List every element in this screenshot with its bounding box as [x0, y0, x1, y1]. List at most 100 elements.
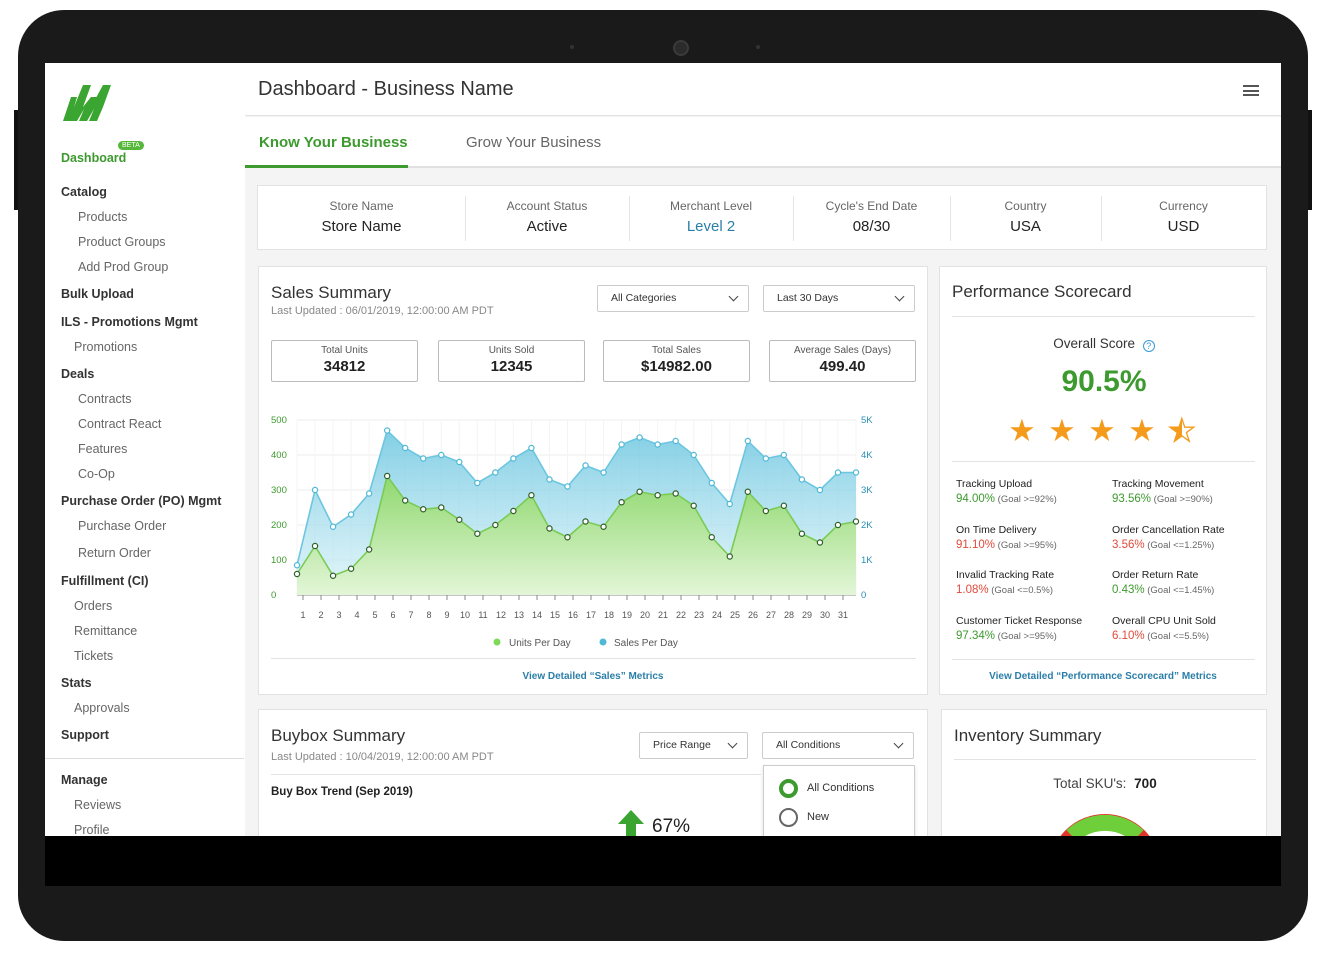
series-area: [297, 476, 856, 595]
data-point: [798, 530, 806, 537]
view-scorecard-metrics-link[interactable]: View Detailed “Performance Scorecard” Me…: [989, 671, 1217, 682]
scorecard-metric: Tracking Movement 93.56% (Goal >=90%): [1112, 478, 1213, 505]
screen-bezel: [45, 836, 1281, 886]
chevron-down-icon: [727, 738, 738, 749]
price-range-select[interactable]: Price Range: [639, 732, 748, 759]
sidebar-item-deals[interactable]: Deals: [61, 367, 95, 381]
sidebar-item-remittance[interactable]: Remittance: [74, 624, 138, 638]
star-icon: ★: [1008, 413, 1036, 448]
y-right-tick-label: 2K: [861, 520, 873, 531]
kpi-label: Total Sales: [652, 345, 701, 356]
star-icon: ★: [1088, 413, 1116, 448]
metric-name: Tracking Upload: [956, 478, 1033, 490]
sidebar-divider: [45, 758, 244, 759]
tab-know-your-business[interactable]: Know Your Business: [259, 134, 408, 151]
data-point: [672, 490, 679, 497]
total-skus-row: Total SKU's: 700: [942, 776, 1268, 791]
data-point: [636, 488, 643, 495]
y-left-tick-label: 0: [271, 590, 276, 601]
kpi-total-sales: Total Sales $14982.00: [603, 340, 750, 382]
option-label[interactable]: New: [807, 811, 830, 823]
x-tick-label: 17: [586, 610, 596, 620]
sidebar-item-catalog[interactable]: Catalog: [61, 185, 107, 199]
sidebar-item-fulfillment[interactable]: Fulfillment (CI): [61, 574, 149, 588]
sku-value: 700: [1134, 776, 1157, 791]
sidebar-item-orders[interactable]: Orders: [74, 599, 113, 613]
data-point: [311, 542, 319, 550]
data-point: [852, 518, 860, 525]
sidebar-item-add-prod-group[interactable]: Add Prod Group: [78, 260, 169, 274]
view-sales-metrics-link[interactable]: View Detailed “Sales” Metrics: [522, 671, 664, 682]
sidebar-item-return-order[interactable]: Return Order: [78, 546, 151, 560]
data-point: [726, 500, 733, 508]
divider: [271, 774, 761, 775]
conditions-select[interactable]: All Conditions: [762, 732, 914, 759]
sidebar-item-contract-react[interactable]: Contract React: [78, 417, 162, 431]
option-label[interactable]: All Conditions: [807, 782, 875, 794]
sidebar-item-profile[interactable]: Profile: [74, 823, 110, 836]
scorecard-metric: Order Cancellation Rate 3.56% (Goal <=1.2…: [1112, 524, 1225, 551]
sidebar-item-ils-promotions[interactable]: ILS - Promotions Mgmt: [61, 315, 198, 329]
metric-goal: (Goal <=0.5%): [988, 585, 1054, 596]
scorecard-metric: On Time Delivery 91.10% (Goal >=95%): [956, 524, 1057, 551]
data-point: [798, 476, 806, 483]
sidebar-item-co-op[interactable]: Co-Op: [78, 467, 115, 481]
data-point: [816, 486, 824, 494]
metric-value: 3.56%: [1112, 538, 1145, 551]
sidebar-item-products[interactable]: Products: [78, 210, 128, 224]
y-left-tick-label: 100: [271, 555, 287, 566]
data-point: [762, 455, 770, 462]
data-point: [564, 483, 571, 490]
data-point: [329, 572, 337, 579]
sidebar-item-features[interactable]: Features: [78, 442, 128, 456]
y-right-tick-label: 4K: [861, 450, 873, 461]
radio-new[interactable]: [779, 808, 798, 827]
x-tick-label: 27: [766, 610, 776, 620]
data-point: [600, 469, 607, 476]
data-point: [438, 504, 445, 511]
tab-grow-your-business[interactable]: Grow Your Business: [466, 134, 602, 151]
y-right-tick-label: 0: [861, 590, 866, 601]
radio-all-conditions[interactable]: [779, 779, 798, 798]
buybox-trend-label: Buy Box Trend (Sep 2019): [271, 786, 413, 798]
sidebar-item-support[interactable]: Support: [61, 728, 109, 742]
sidebar-item-bulk-upload[interactable]: Bulk Upload: [61, 287, 134, 301]
sidebar-item-approvals[interactable]: Approvals: [74, 701, 130, 715]
info-store-name: Store Name Store Name: [258, 186, 465, 251]
sidebar-item-tickets[interactable]: Tickets: [74, 649, 114, 663]
sidebar-item-contracts[interactable]: Contracts: [78, 392, 132, 406]
x-tick-label: 10: [460, 610, 470, 620]
divider: [629, 196, 630, 241]
sidebar-item-product-groups[interactable]: Product Groups: [78, 235, 166, 249]
divider: [950, 196, 951, 241]
data-point: [347, 565, 355, 572]
sidebar-item-stats[interactable]: Stats: [61, 676, 92, 690]
help-icon[interactable]: ?: [1142, 340, 1155, 352]
sidebar-item-purchase-order[interactable]: Purchase Order: [78, 519, 167, 533]
sidebar-item-po-mgmt[interactable]: Purchase Order (PO) Mgmt: [61, 494, 222, 508]
data-point: [510, 455, 517, 462]
sidebar-item-manage[interactable]: Manage: [61, 773, 108, 787]
x-tick-label: 8: [426, 610, 431, 620]
sidebar-item-promotions[interactable]: Promotions: [74, 340, 138, 354]
scorecard-metric: Overall CPU Unit Sold 6.10% (Goal <=5.5%): [1112, 615, 1216, 642]
sales-last-updated: Last Updated : 06/01/2019, 12:00:00 AM P…: [271, 305, 494, 317]
metric-value: 97.34%: [956, 629, 996, 642]
menu-icon[interactable]: [1243, 85, 1259, 96]
x-tick-label: 16: [568, 610, 578, 620]
x-tick-label: 21: [658, 610, 668, 620]
divider: [954, 759, 1256, 760]
data-point: [347, 511, 355, 518]
category-select[interactable]: All Categories: [597, 285, 749, 312]
data-point: [546, 525, 553, 532]
data-point: [365, 490, 373, 497]
sidebar-item-dashboard[interactable]: Dashboard: [61, 151, 127, 165]
data-point: [383, 472, 391, 480]
scorecard-metric: Invalid Tracking Rate 1.08% (Goal <=0.5%): [956, 569, 1054, 596]
sidebar-item-reviews[interactable]: Reviews: [74, 798, 122, 812]
info-value: Level 2: [686, 218, 736, 235]
info-value: USA: [1010, 218, 1041, 235]
date-range-select[interactable]: Last 30 Days: [763, 285, 915, 312]
metric-value: 91.10%: [956, 538, 996, 551]
info-country: Country USA: [950, 186, 1101, 251]
